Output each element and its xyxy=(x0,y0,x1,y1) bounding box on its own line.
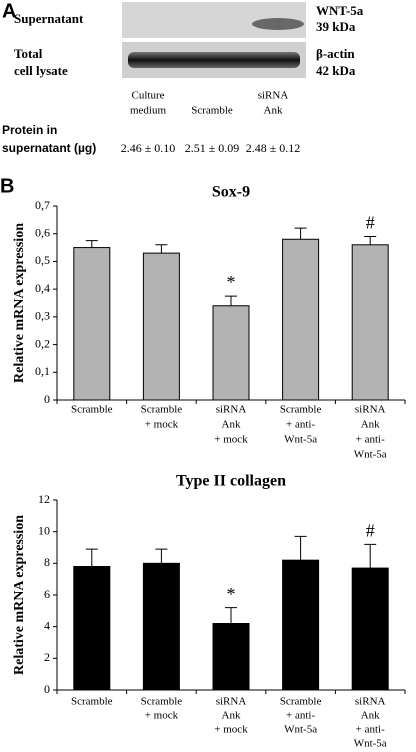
x-tick-label: + anti- xyxy=(356,724,385,736)
y-tick-label: 0,5 xyxy=(35,253,50,267)
protein-value: 2.48 ± 0.12 xyxy=(246,141,301,155)
x-tick-label: + anti- xyxy=(286,710,315,722)
x-tick-label: Wnt-5a xyxy=(354,449,387,461)
bar xyxy=(212,305,250,401)
y-axis-label: Relative mRNA expression xyxy=(12,223,27,383)
y-tick-label: 10 xyxy=(38,523,50,537)
bar xyxy=(73,566,111,691)
y-tick-label: 4 xyxy=(44,618,50,632)
x-tick-label: Wnt-5a xyxy=(354,738,387,750)
bar xyxy=(351,567,389,691)
significance-marker: # xyxy=(366,520,375,540)
error-bar xyxy=(364,235,377,245)
x-tick-label: Ank xyxy=(222,710,241,722)
x-tick-label: + mock xyxy=(214,724,248,736)
x-tick-label: Wnt-5a xyxy=(284,724,317,736)
x-tick-label: Ank xyxy=(361,710,380,722)
protein-value: 2.46 ± 0.10 xyxy=(121,141,176,155)
lane-label: Scramble xyxy=(191,105,233,117)
y-tick-label: 2 xyxy=(44,650,50,664)
bar xyxy=(282,238,320,401)
x-tick-label: Scramble xyxy=(141,404,183,416)
x-tick-label: Ank xyxy=(361,419,380,431)
y-tick-label: 12 xyxy=(38,492,50,506)
y-tick-label: 0,7 xyxy=(35,198,50,212)
blot-band xyxy=(128,52,300,68)
significance-marker: * xyxy=(227,272,236,292)
error-bar xyxy=(294,535,307,561)
error-bar xyxy=(294,227,307,240)
x-tick-label: Scramble xyxy=(71,696,113,708)
error-bar xyxy=(85,240,98,248)
y-tick-label: 0,2 xyxy=(35,336,50,350)
protein-label: Protein in xyxy=(2,123,57,137)
y-tick-label: 0,6 xyxy=(35,225,50,239)
chart-title: Type II collagen xyxy=(176,473,286,490)
marker-label: 39 kDa xyxy=(316,19,356,34)
x-tick-label: siRNA xyxy=(216,404,247,416)
x-tick-label: + anti- xyxy=(356,434,385,446)
panel-label: B xyxy=(0,175,14,197)
x-tick-label: + mock xyxy=(214,434,248,446)
significance-marker: # xyxy=(366,213,375,233)
protein-label: supernatant (µg) xyxy=(2,141,96,155)
marker-label: β-actin xyxy=(316,46,355,61)
bar xyxy=(142,252,180,401)
y-tick-label: 0,4 xyxy=(35,281,50,295)
y-tick-label: 0 xyxy=(44,682,50,696)
x-tick-label: siRNA xyxy=(355,404,386,416)
bar xyxy=(282,559,320,691)
error-bar xyxy=(155,244,168,254)
row-label: cell lysate xyxy=(14,63,68,78)
error-bar xyxy=(85,548,98,567)
bar xyxy=(351,244,389,401)
lane-label: Ank xyxy=(264,105,283,117)
x-tick-label: siRNA xyxy=(216,696,247,708)
protein-value: 2.51 ± 0.09 xyxy=(185,141,240,155)
significance-marker: * xyxy=(227,584,236,604)
y-tick-label: 6 xyxy=(44,587,50,601)
lane-label: siRNA xyxy=(258,90,289,102)
y-tick-label: 8 xyxy=(44,555,50,569)
x-tick-label: Scramble xyxy=(141,696,183,708)
error-bar xyxy=(225,607,237,624)
x-tick-label: + mock xyxy=(145,419,179,431)
lane-label: Culture xyxy=(132,90,165,102)
lane-label: medium xyxy=(130,105,166,117)
x-tick-label: Scramble xyxy=(71,404,113,416)
bar xyxy=(212,623,250,691)
marker-label: 42 kDa xyxy=(316,63,356,78)
error-bar xyxy=(155,548,168,564)
bar xyxy=(73,247,111,401)
y-tick-label: 0 xyxy=(44,392,50,406)
bar xyxy=(142,562,180,691)
x-tick-label: + mock xyxy=(145,710,179,722)
row-label: Total xyxy=(14,46,43,61)
x-tick-label: + anti- xyxy=(286,419,315,431)
x-tick-label: Scramble xyxy=(280,404,322,416)
error-bar xyxy=(364,543,377,569)
row-label: Supernatant xyxy=(14,11,84,26)
marker-label: WNT-5a xyxy=(316,3,364,18)
y-tick-label: 0,3 xyxy=(35,309,50,323)
chart-title: Sox-9 xyxy=(212,184,250,201)
y-tick-label: 0,1 xyxy=(35,364,50,378)
y-axis-label: Relative mRNA expression xyxy=(12,515,27,675)
blot-band xyxy=(252,18,304,30)
x-tick-label: siRNA xyxy=(355,696,386,708)
x-tick-label: Scramble xyxy=(280,696,322,708)
error-bar xyxy=(225,295,237,306)
panel-label: A xyxy=(2,0,16,22)
x-tick-label: Wnt-5a xyxy=(284,434,317,446)
x-tick-label: Ank xyxy=(222,419,241,431)
